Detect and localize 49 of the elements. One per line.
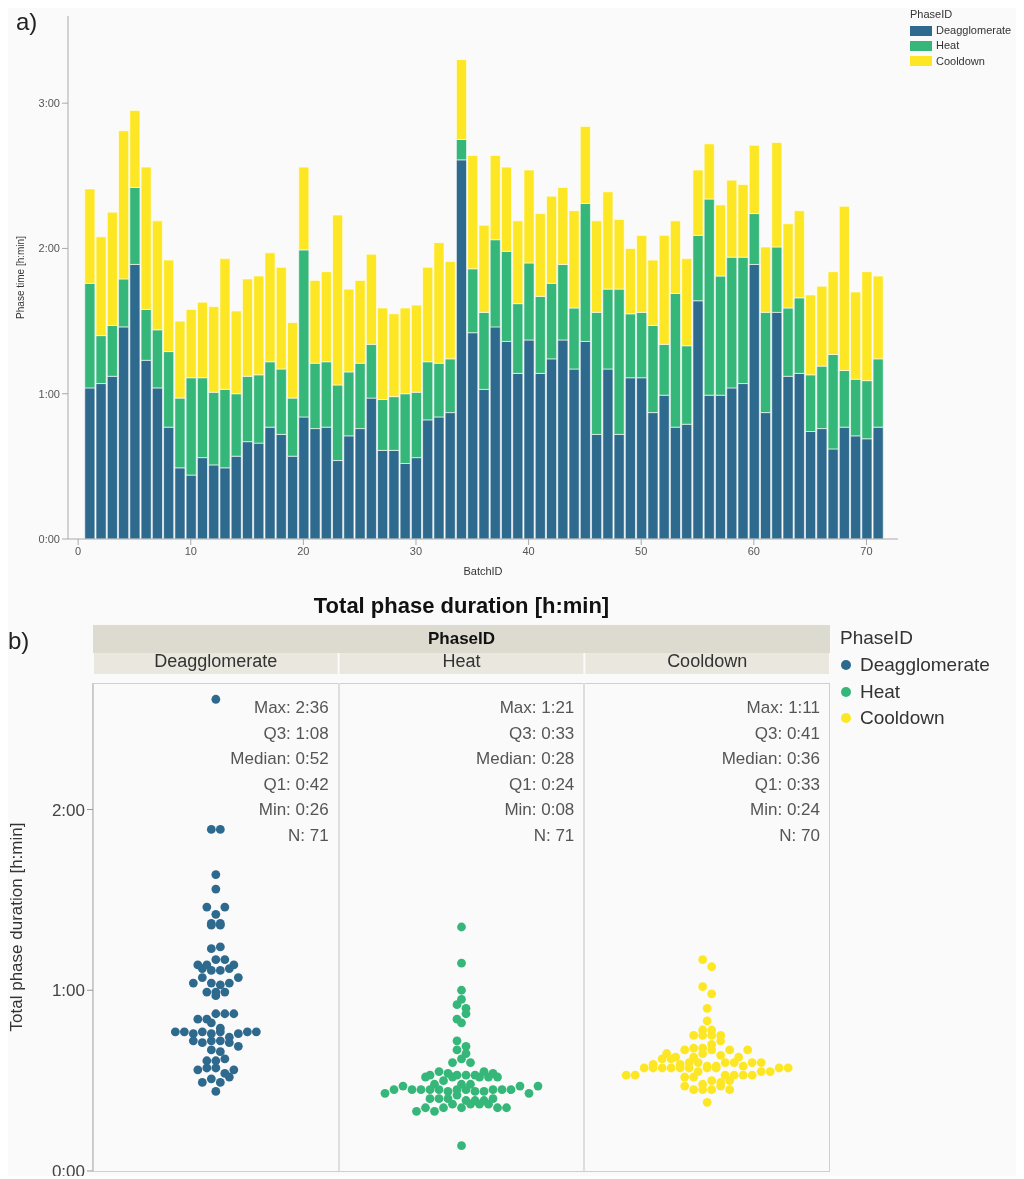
x-tick-label: 0 <box>75 544 82 557</box>
x-axis-title: BatchID <box>463 565 503 577</box>
chart-title: Total phase duration [h:min] <box>312 593 611 619</box>
y-axis-title: Total phase duration [h:min] <box>7 822 27 1032</box>
legend-label: Cooldown <box>859 706 946 731</box>
annotation: Max: 1:21 <box>498 697 575 719</box>
x-tick-label: 30 <box>409 544 423 557</box>
annotation: Min: 0:24 <box>749 799 820 822</box>
annotation: Q3: 1:08 <box>262 722 329 745</box>
text: b) <box>8 627 30 655</box>
annotation: Median: 0:28 <box>475 748 575 771</box>
x-tick-label: Deagglomerate <box>154 651 278 671</box>
legend-title: PhaseID <box>840 627 914 649</box>
annotation: Min: 0:26 <box>257 799 329 822</box>
legend-title: PhaseID <box>910 8 954 20</box>
annotation: Q1: 0:24 <box>508 773 575 796</box>
annotation: N: 71 <box>287 824 329 847</box>
x-tick-label: 50 <box>635 544 648 557</box>
x-tick-label: 10 <box>184 544 197 557</box>
y-tick-label: 2:00 <box>51 800 85 820</box>
x-tick-label: 60 <box>747 544 760 557</box>
annotation: Q3: 0:33 <box>508 722 575 745</box>
legend-label: Cooldown <box>935 53 986 69</box>
x-tick-label: Heat <box>442 651 481 671</box>
x-tick-label: 40 <box>522 544 535 557</box>
y-tick-label: 0:00 <box>38 532 60 545</box>
y-tick-label: 3:00 <box>38 97 60 110</box>
annotation: Q1: 0:42 <box>262 773 329 796</box>
annotation: Max: 2:36 <box>253 697 329 719</box>
annotation: N: 71 <box>532 824 575 847</box>
y-tick-label: 1:00 <box>38 387 60 400</box>
legend-label: Heat <box>935 38 961 54</box>
annotation: N: 70 <box>778 824 820 847</box>
annotation: Q3: 0:41 <box>753 722 820 745</box>
annotation: Min: 0:08 <box>503 799 575 822</box>
x-tick-label: 20 <box>297 544 310 557</box>
annotation: Q1: 0:33 <box>753 773 820 796</box>
annotation: Max: 1:11 <box>745 697 820 719</box>
x-tick-label: Cooldown <box>667 651 748 671</box>
y-tick-label: 1:00 <box>51 981 85 1001</box>
y-axis-title: Phase time [h:min] <box>14 235 26 319</box>
annotation: Median: 0:52 <box>229 748 329 771</box>
annotation: Median: 0:36 <box>720 748 820 771</box>
text: a) <box>16 8 38 36</box>
x-tick-label: 70 <box>860 544 873 557</box>
legend-label: Deagglomerate <box>935 23 1012 38</box>
x-axis-title: PhaseID <box>427 629 496 648</box>
legend-label: Heat <box>859 679 902 704</box>
y-tick-label: 2:00 <box>38 242 60 255</box>
